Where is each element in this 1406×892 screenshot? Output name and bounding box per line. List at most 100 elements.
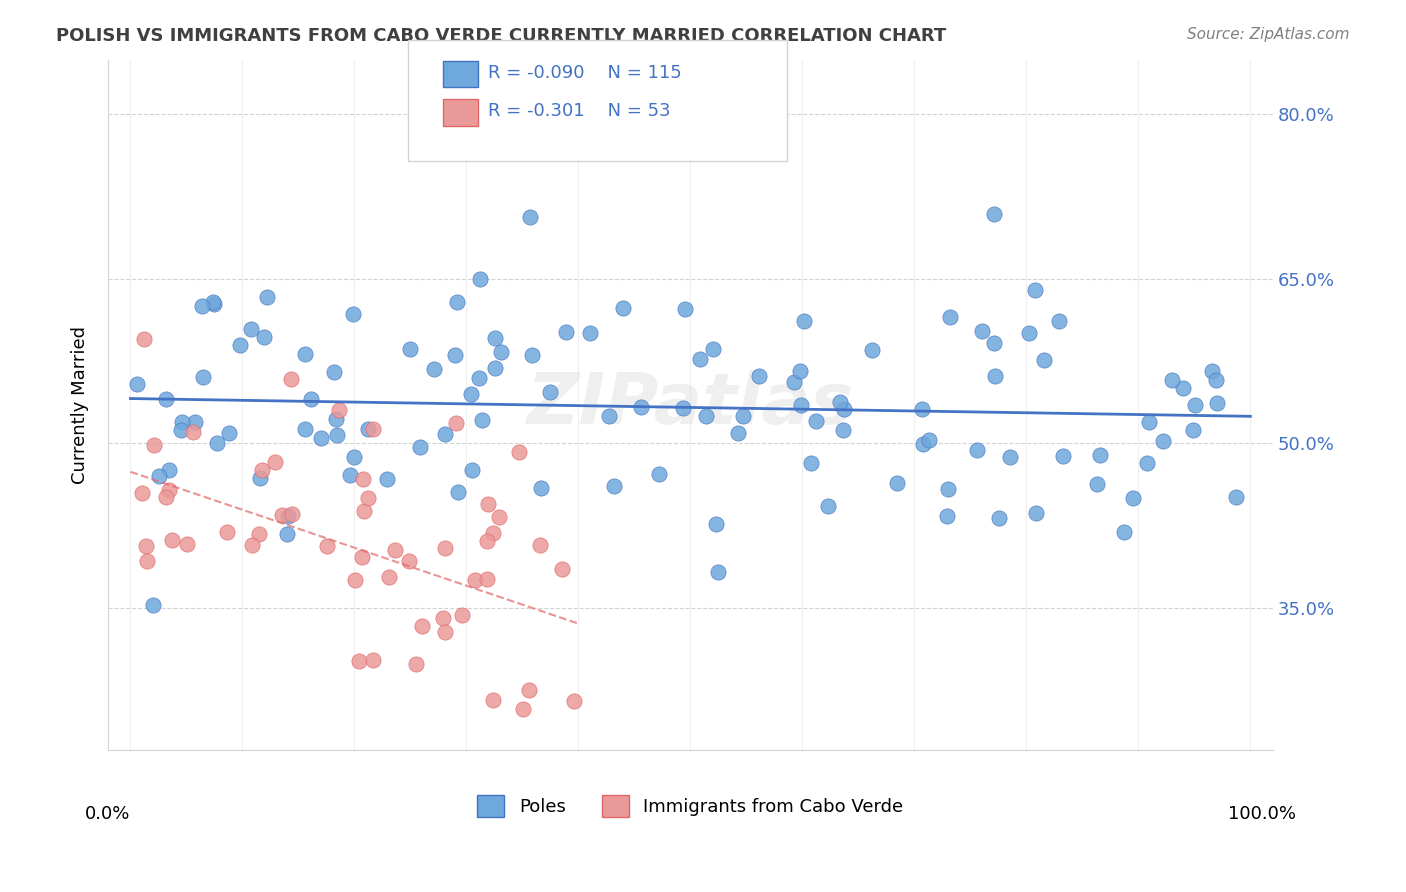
Point [451,608,474,623]
Text: 0.0%: 0.0% [84,805,131,823]
Point [484,331,506,345]
Point [702,343,724,357]
Point [205,435,228,450]
Point [136,554,159,568]
Point [323,365,346,379]
Point [1182,423,1205,437]
Point [247,526,270,541]
Point [363,653,385,667]
Point [1112,525,1135,540]
Point [353,504,375,518]
Point [1032,353,1054,368]
Point [181,425,204,440]
Point [361,421,384,435]
Point [135,539,157,553]
Point [170,423,193,437]
Point [789,364,811,378]
Point [240,538,263,552]
Legend: Poles, Immigrants from Cabo Verde: Poles, Immigrants from Cabo Verde [470,788,911,824]
Point [125,376,148,391]
Text: ZIPatlas: ZIPatlas [527,370,853,440]
Point [218,426,240,441]
Point [405,657,427,672]
Point [935,508,957,523]
Point [184,416,207,430]
Point [325,412,347,426]
Point [339,467,361,482]
Point [344,573,367,587]
Point [554,326,576,340]
Point [342,306,364,320]
Point [520,348,543,362]
Point [280,372,302,386]
Point [804,413,827,427]
Point [1152,434,1174,448]
Point [375,472,398,486]
Point [384,543,406,558]
Point [229,337,252,351]
Point [475,572,498,586]
Point [249,471,271,485]
Point [131,486,153,500]
Point [276,526,298,541]
Text: R = -0.090    N = 115: R = -0.090 N = 115 [488,64,682,82]
Point [530,481,553,495]
Point [1201,364,1223,378]
Point [482,693,505,707]
Point [1225,490,1247,504]
Point [579,326,602,340]
Point [253,330,276,344]
Point [983,336,1005,351]
Point [1085,477,1108,491]
Point [832,423,855,437]
Point [157,462,180,476]
Point [240,322,263,336]
Point [1025,506,1047,520]
Point [1136,456,1159,470]
Point [936,482,959,496]
Point [287,759,309,773]
Point [529,538,551,552]
Point [562,694,585,708]
Point [707,565,730,579]
Point [673,301,696,316]
Point [475,534,498,549]
Point [202,294,225,309]
Point [918,434,941,448]
Point [328,403,350,417]
Point [793,314,815,328]
Point [517,683,540,698]
Point [817,499,839,513]
Point [193,369,215,384]
Point [433,541,456,555]
Point [484,361,506,376]
Point [446,485,468,500]
Point [467,370,489,384]
Point [316,539,339,553]
Point [477,497,499,511]
Point [748,369,770,384]
Point [132,332,155,346]
Point [1137,415,1160,429]
Text: POLISH VS IMMIGRANTS FROM CABO VERDE CURRENTLY MARRIED CORRELATION CHART: POLISH VS IMMIGRANTS FROM CABO VERDE CUR… [56,27,946,45]
Point [603,479,626,493]
Point [828,395,851,409]
Point [1018,326,1040,341]
Point [1184,398,1206,412]
Text: R = -0.301    N = 53: R = -0.301 N = 53 [488,103,671,120]
Point [834,401,856,416]
Point [444,348,467,362]
Point [1047,314,1070,328]
Point [398,342,420,356]
Point [155,392,177,406]
Point [1205,373,1227,387]
Point [648,467,671,482]
Point [378,570,401,584]
Point [423,361,446,376]
Point [727,425,749,440]
Point [1160,373,1182,387]
Point [460,386,482,401]
Point [557,779,579,793]
Point [1090,448,1112,462]
Point [357,422,380,436]
